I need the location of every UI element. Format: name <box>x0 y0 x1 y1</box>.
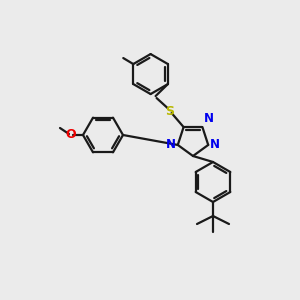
Text: S: S <box>165 105 174 118</box>
Text: O: O <box>66 128 76 142</box>
Text: N: N <box>210 138 220 152</box>
Text: N: N <box>166 138 176 152</box>
Text: N: N <box>203 112 213 125</box>
